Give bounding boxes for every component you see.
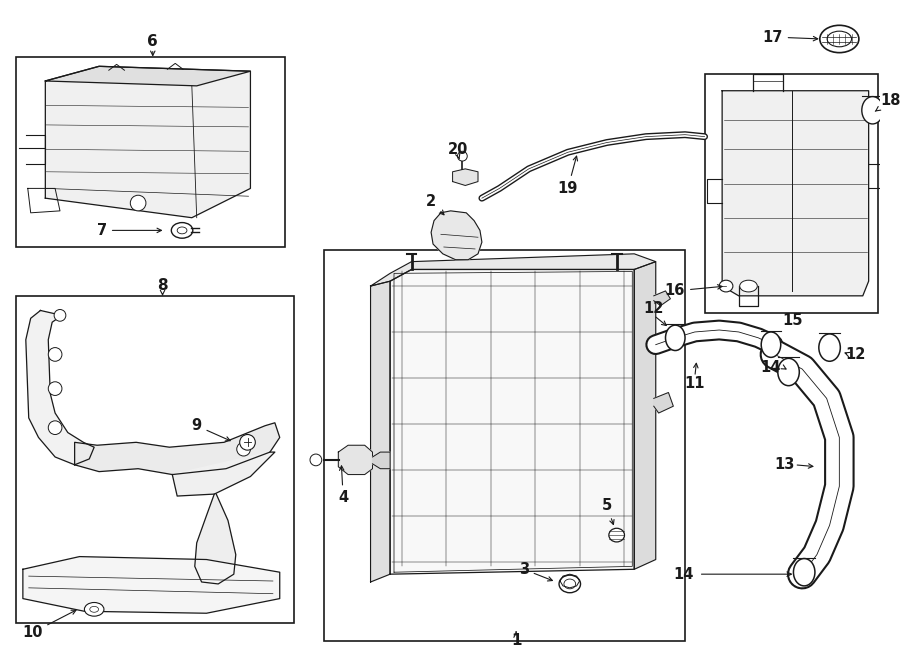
Ellipse shape — [665, 325, 685, 350]
Ellipse shape — [177, 227, 187, 234]
Text: 18: 18 — [875, 93, 900, 111]
Text: 14: 14 — [760, 360, 781, 375]
Bar — [705, 74, 878, 313]
Text: 8: 8 — [158, 278, 167, 293]
Text: 5: 5 — [602, 498, 614, 524]
Ellipse shape — [609, 528, 625, 542]
Circle shape — [49, 382, 62, 395]
Ellipse shape — [820, 25, 859, 53]
Ellipse shape — [819, 334, 841, 362]
Polygon shape — [653, 393, 673, 413]
Ellipse shape — [862, 97, 883, 124]
Polygon shape — [75, 423, 280, 475]
Circle shape — [49, 421, 62, 434]
Text: 19: 19 — [558, 156, 578, 196]
Text: 10: 10 — [22, 610, 76, 641]
Text: 12: 12 — [846, 347, 866, 362]
Bar — [324, 250, 685, 641]
Ellipse shape — [171, 223, 193, 238]
Polygon shape — [722, 91, 868, 296]
Polygon shape — [390, 270, 634, 574]
Ellipse shape — [719, 280, 733, 292]
Polygon shape — [22, 557, 280, 613]
Text: 7: 7 — [96, 223, 161, 238]
Ellipse shape — [559, 575, 580, 593]
Polygon shape — [26, 311, 94, 465]
Text: 6: 6 — [148, 34, 158, 50]
Text: 17: 17 — [762, 30, 818, 44]
Ellipse shape — [90, 606, 99, 612]
Polygon shape — [653, 291, 670, 305]
Text: 16: 16 — [665, 284, 722, 299]
Polygon shape — [338, 446, 373, 475]
Ellipse shape — [827, 31, 851, 47]
Circle shape — [457, 151, 467, 161]
Text: 14: 14 — [673, 566, 693, 582]
Ellipse shape — [794, 559, 814, 586]
Polygon shape — [634, 262, 656, 569]
Ellipse shape — [85, 602, 104, 616]
Polygon shape — [371, 281, 390, 582]
Text: 2: 2 — [426, 194, 444, 215]
Polygon shape — [371, 254, 656, 286]
Text: 20: 20 — [448, 142, 469, 157]
Text: 13: 13 — [775, 457, 795, 473]
Circle shape — [310, 454, 321, 466]
Text: 12: 12 — [644, 301, 664, 316]
Ellipse shape — [564, 579, 576, 589]
Polygon shape — [373, 452, 390, 469]
Polygon shape — [172, 452, 274, 496]
Bar — [16, 296, 294, 623]
Polygon shape — [45, 66, 250, 217]
Ellipse shape — [740, 280, 757, 292]
Text: 15: 15 — [782, 313, 803, 328]
Text: 11: 11 — [685, 376, 705, 391]
Text: 4: 4 — [338, 466, 348, 506]
Polygon shape — [431, 211, 482, 260]
Circle shape — [49, 348, 62, 362]
Polygon shape — [45, 66, 250, 86]
Polygon shape — [453, 169, 478, 186]
Ellipse shape — [778, 358, 799, 385]
Text: 9: 9 — [192, 418, 230, 441]
Bar — [16, 57, 284, 247]
Circle shape — [239, 434, 256, 450]
Text: 1: 1 — [511, 633, 521, 648]
Ellipse shape — [761, 332, 780, 358]
Text: 3: 3 — [518, 562, 553, 581]
Circle shape — [130, 195, 146, 211]
Polygon shape — [194, 494, 236, 584]
Circle shape — [237, 442, 250, 456]
Circle shape — [54, 309, 66, 321]
